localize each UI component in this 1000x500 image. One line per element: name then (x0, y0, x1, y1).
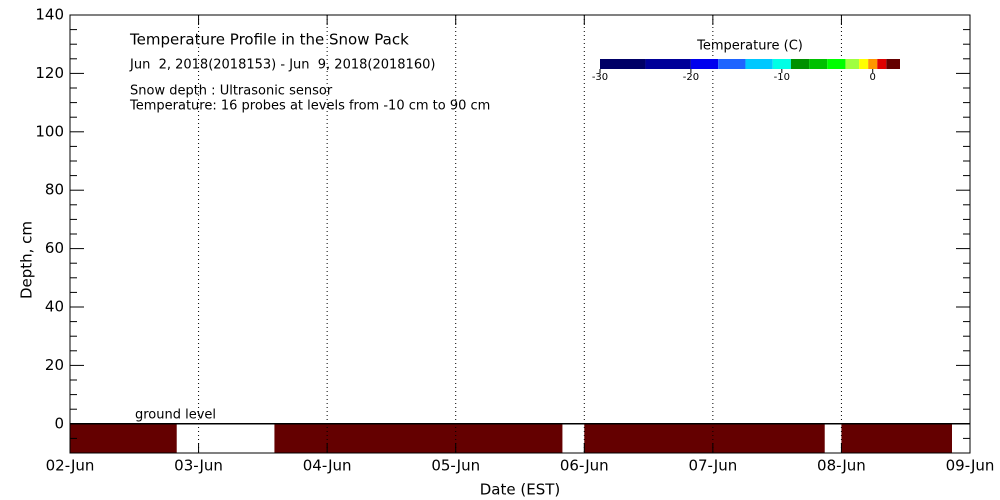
colorbar-cell (745, 59, 773, 69)
colorbar-cell (645, 59, 691, 69)
colorbar-cell (690, 59, 719, 69)
colorbar-cell (790, 59, 810, 69)
colorbar-tick-label: -30 (592, 72, 608, 83)
colorbar-tick-label: -20 (683, 72, 699, 83)
x-tick-label: 07-Jun (688, 457, 737, 475)
colorbar-tick-label: -10 (774, 72, 790, 83)
y-tick-label: 120 (35, 64, 64, 82)
y-tick-label: 0 (54, 414, 64, 432)
colorbar-cell (827, 59, 846, 69)
y-tick-label: 40 (45, 298, 64, 316)
colorbar-cell (868, 59, 878, 69)
y-tick-label: 140 (35, 6, 64, 24)
colorbar-cell (877, 59, 887, 69)
temperature-cell (584, 423, 825, 453)
y-axis-label: Depth, cm (18, 221, 36, 299)
note: Snow depth : Ultrasonic sensor (130, 84, 333, 99)
colorbar-cell (718, 59, 746, 69)
colorbar-cell (859, 59, 869, 69)
x-tick-label: 08-Jun (817, 457, 866, 475)
x-tick-label: 03-Jun (174, 457, 223, 475)
colorbar-cell (600, 59, 646, 69)
x-tick-label: 04-Jun (303, 457, 352, 475)
temperature-cell (274, 423, 563, 453)
colorbar-cell (886, 59, 900, 69)
colorbar-cell (809, 59, 828, 69)
note: Temperature: 16 probes at levels from -1… (129, 99, 490, 114)
plot-frame (69, 14, 971, 454)
x-axis-label: Date (EST) (480, 481, 561, 499)
colorbar-tick-label: 0 (870, 72, 876, 83)
temperature-cell (70, 423, 177, 453)
y-tick-label: 20 (45, 356, 64, 374)
y-tick-label: 60 (45, 239, 64, 257)
y-tick-label: 100 (35, 122, 64, 140)
temperature-cell (841, 423, 952, 453)
x-tick-label: 02-Jun (46, 457, 95, 475)
x-tick-label: 09-Jun (946, 457, 995, 475)
annotation: ground level (135, 407, 216, 422)
chart-title: Temperature Profile in the Snow Pack (129, 31, 409, 49)
x-tick-label: 05-Jun (431, 457, 480, 475)
y-tick-label: 80 (45, 181, 64, 199)
chart-subtitle: Jun 2, 2018(2018153) - Jun 9, 2018(20181… (129, 58, 435, 73)
x-tick-label: 06-Jun (560, 457, 609, 475)
colorbar-cell (845, 59, 860, 69)
colorbar-cell (772, 59, 791, 69)
colorbar-title: Temperature (C) (696, 39, 803, 54)
